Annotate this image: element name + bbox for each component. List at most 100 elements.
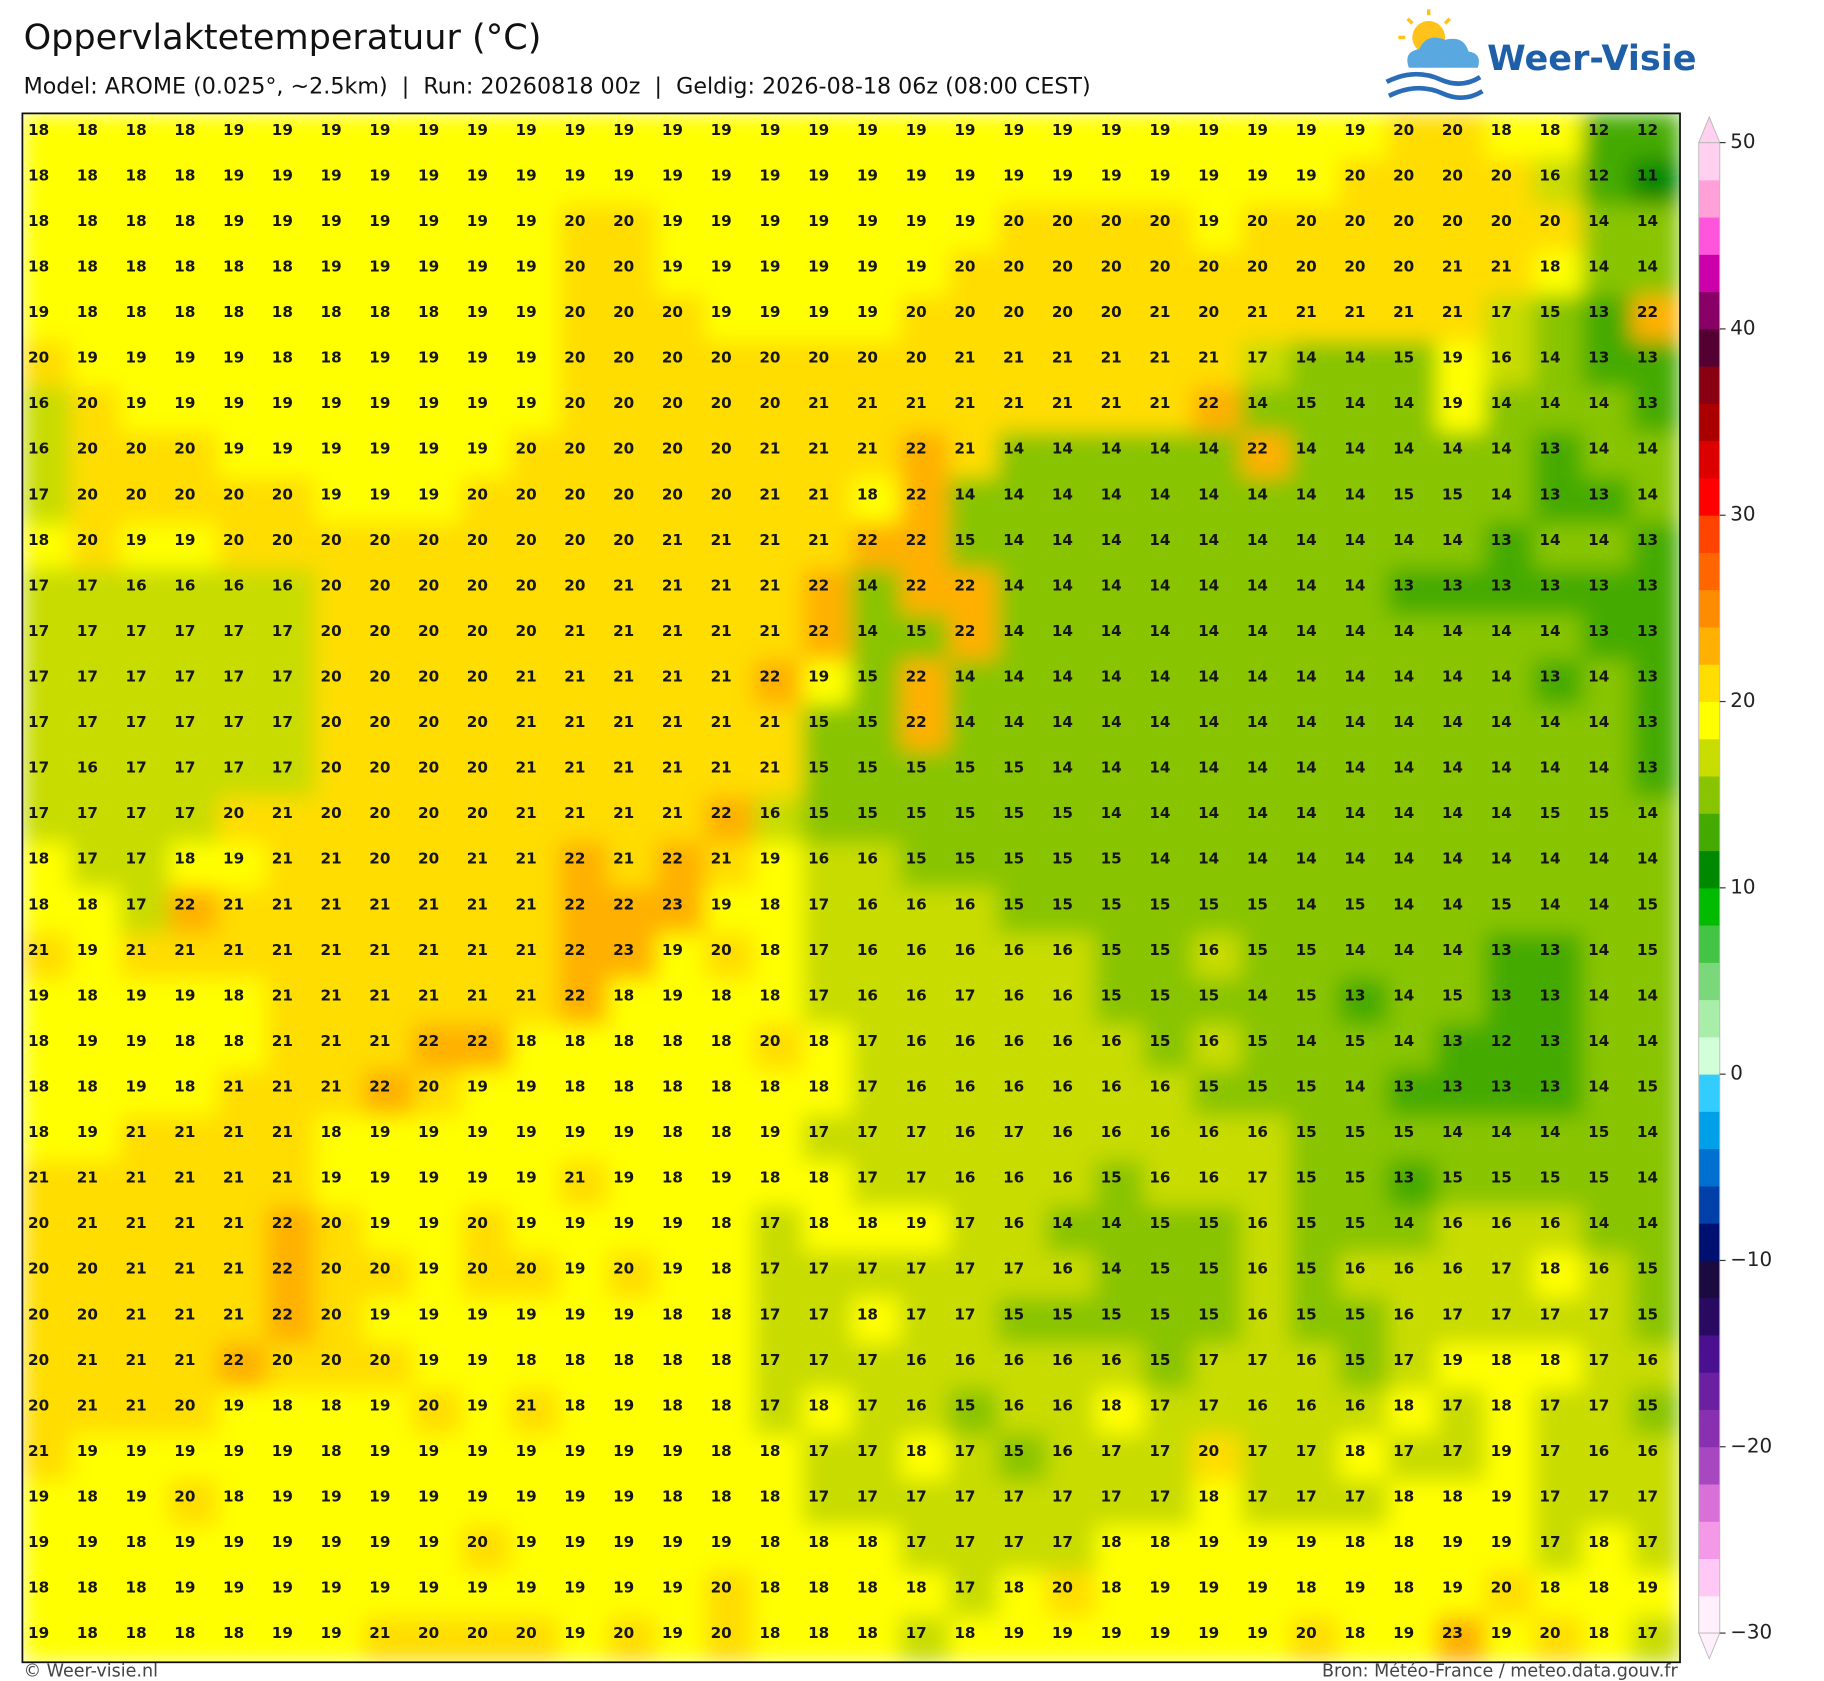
temperature-label: 18 [1198, 1488, 1219, 1506]
temperature-label: 18 [662, 1169, 683, 1187]
temperature-cell [607, 158, 657, 206]
colorbar-segment [1698, 1111, 1720, 1150]
temperature-cell [1582, 842, 1632, 889]
temperature-label: 21 [808, 485, 829, 503]
temperature-label: 16 [1247, 1396, 1268, 1414]
temperature-label: 19 [272, 1442, 293, 1460]
temperature-label: 19 [369, 1305, 390, 1323]
temperature-cell [363, 751, 414, 798]
colorbar-segment [1698, 1260, 1720, 1299]
temperature-label: 18 [808, 1169, 829, 1187]
temperature-cell [1533, 660, 1584, 707]
temperature-label: 18 [711, 1123, 732, 1141]
temperature-cell [656, 978, 706, 1026]
temperature-cell [753, 432, 804, 479]
temperature-label: 19 [1198, 212, 1219, 230]
colorbar-segment [1698, 664, 1720, 703]
temperature-label: 18 [174, 257, 195, 275]
temperature-label: 21 [759, 622, 780, 640]
temperature-label: 16 [1491, 1214, 1512, 1232]
temperature-cell [1241, 660, 1291, 707]
temperature-label: 19 [1344, 1579, 1365, 1597]
temperature-label: 16 [1247, 1260, 1268, 1278]
temperature-label: 21 [321, 1032, 342, 1050]
colorbar-segment [1698, 701, 1720, 740]
temperature-label: 14 [1052, 576, 1073, 594]
temperature-cell [1582, 295, 1632, 342]
temperature-label: 14 [954, 485, 975, 503]
temperature-label: 21 [321, 986, 342, 1004]
temperature-cell [412, 204, 462, 251]
temperature-label: 19 [467, 1169, 488, 1187]
temperature-label: 19 [369, 1533, 390, 1551]
temperature-label: 20 [1296, 212, 1317, 230]
temperature-cell [412, 978, 462, 1026]
temperature-label: 15 [1296, 1214, 1317, 1232]
temperature-label: 20 [906, 349, 927, 367]
temperature-label: 14 [1101, 440, 1122, 458]
temperature-cell [1289, 614, 1340, 661]
temperature-cell [704, 978, 755, 1026]
temperature-cell [1485, 158, 1535, 206]
temperature-label: 20 [1344, 212, 1365, 230]
temperature-label: 19 [174, 394, 195, 412]
temperature-cell [217, 887, 267, 935]
temperature-cell [1582, 751, 1632, 798]
temperature-cell [1338, 978, 1389, 1026]
temperature-cell [1436, 796, 1486, 843]
temperature-label: 21 [77, 1214, 98, 1232]
temperature-label: 20 [564, 440, 585, 458]
temperature-label: 19 [418, 1488, 439, 1506]
temperature-label: 20 [1149, 257, 1170, 275]
temperature-label: 20 [467, 759, 488, 777]
temperature-label: 14 [1588, 895, 1609, 913]
temperature-cell [363, 341, 414, 388]
temperature-label: 19 [516, 1214, 537, 1232]
temperature-cell [1485, 523, 1535, 570]
temperature-label: 18 [1101, 1396, 1122, 1414]
temperature-label: 19 [1247, 1624, 1268, 1642]
temperature-cell [1289, 113, 1340, 160]
temperature-cell [899, 432, 950, 479]
temperature-label: 20 [77, 1260, 98, 1278]
temperature-cell [266, 341, 316, 388]
temperature-cell [656, 842, 706, 889]
temperature-label: 14 [1344, 576, 1365, 594]
temperature-label: 19 [467, 1305, 488, 1323]
temperature-label: 19 [1101, 166, 1122, 184]
temperature-label: 15 [1003, 759, 1024, 777]
temperature-cell [558, 295, 609, 342]
temperature-cell [509, 295, 560, 342]
temperature-label: 19 [808, 212, 829, 230]
temperature-label: 21 [613, 667, 634, 685]
temperature-label: 14 [1296, 622, 1317, 640]
temperature-cell [119, 250, 170, 297]
temperature-cell [753, 660, 804, 707]
temperature-cell [363, 933, 414, 980]
temperature-cell [1094, 660, 1145, 707]
temperature-label: 18 [28, 1579, 49, 1597]
temperature-label: 14 [1101, 804, 1122, 822]
temperature-label: 18 [564, 1396, 585, 1414]
temperature-label: 20 [1491, 212, 1512, 230]
temperature-label: 21 [126, 1351, 147, 1369]
temperature-cell [1241, 796, 1291, 843]
temperature-label: 17 [126, 895, 147, 913]
temperature-label: 18 [857, 1305, 878, 1323]
temperature-label: 17 [808, 1351, 829, 1369]
temperature-cell [1631, 341, 1681, 388]
temperature-label: 15 [1344, 1123, 1365, 1141]
temperature-cell [1338, 158, 1389, 206]
temperature-label: 20 [418, 531, 439, 549]
temperature-label: 18 [77, 986, 98, 1004]
temperature-label: 13 [1637, 759, 1658, 777]
temperature-label: 21 [711, 759, 732, 777]
temperature-cell [802, 113, 852, 160]
temperature-label: 18 [808, 1078, 829, 1096]
temperature-cell [412, 614, 462, 661]
temperature-label: 19 [28, 1533, 49, 1551]
temperature-cell [314, 341, 365, 388]
temperature-label: 14 [1149, 713, 1170, 731]
temperature-cell [1192, 568, 1242, 616]
temperature-cell [1143, 842, 1194, 889]
